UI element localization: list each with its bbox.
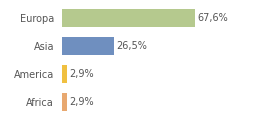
Text: 2,9%: 2,9% xyxy=(69,97,94,107)
Bar xyxy=(62,37,114,55)
Bar xyxy=(62,65,67,83)
Bar xyxy=(62,9,195,27)
Text: 26,5%: 26,5% xyxy=(116,41,147,51)
Text: 67,6%: 67,6% xyxy=(197,13,228,23)
Bar xyxy=(62,93,67,111)
Text: 2,9%: 2,9% xyxy=(69,69,94,79)
